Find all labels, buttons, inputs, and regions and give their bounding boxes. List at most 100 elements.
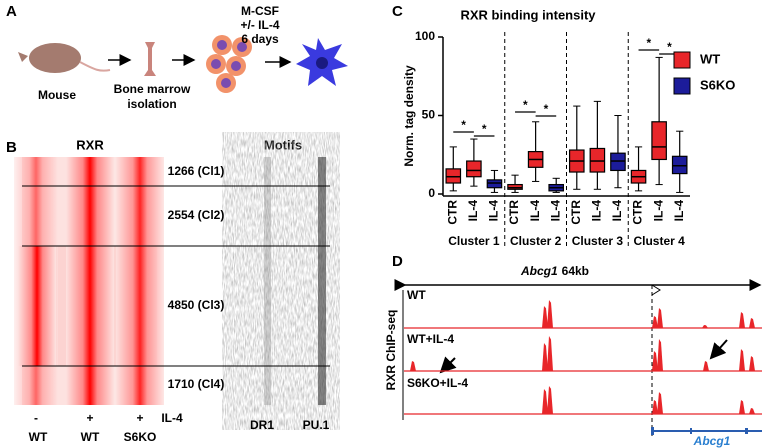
cells-icon <box>206 35 252 93</box>
legend-label: S6KO <box>700 77 735 92</box>
genotype: S6KO <box>124 430 157 444</box>
y-axis-label: Norm. tag density <box>402 65 416 167</box>
track-peak <box>547 336 553 371</box>
group-label: Cluster 2 <box>510 234 562 248</box>
panel-label: D <box>392 253 403 270</box>
significance-star: * <box>646 36 651 50</box>
track-peak <box>657 308 663 328</box>
significance-star: * <box>544 102 549 116</box>
track-peak <box>749 318 755 328</box>
x-tick-label: IL-4 <box>672 200 686 222</box>
track-peak <box>749 356 755 371</box>
track-peak <box>542 389 548 414</box>
x-tick-label: CTR <box>445 200 459 225</box>
track-peak <box>410 361 416 371</box>
panel-label: C <box>392 3 403 20</box>
box <box>466 160 482 178</box>
panel-d: D Abcg1 64kb RXR ChIP-seq WT WT+IL-4 S6KO… <box>384 253 762 448</box>
macrophage-nucleus <box>316 57 328 69</box>
panel-a: A Mouse Bone marrow isolation M-CSF +/- IL… <box>6 3 348 111</box>
mouse-head <box>18 52 28 62</box>
mouse-icon <box>29 43 81 73</box>
heatmap-band <box>116 157 164 405</box>
x-tick-label: IL-4 <box>528 200 542 222</box>
track-label: S6KO+IL-4 <box>407 376 468 390</box>
group-label: Cluster 4 <box>633 234 685 248</box>
track-peak <box>542 343 548 371</box>
tss-arrow <box>651 284 661 296</box>
box <box>589 147 606 173</box>
track-peak <box>652 351 658 371</box>
x-tick-label: CTR <box>631 200 645 225</box>
x-tick-label: IL-4 <box>548 200 562 222</box>
cluster-label: 1266 (Cl1) <box>168 164 225 178</box>
gene-exon <box>651 427 654 435</box>
motif-label: DR1 <box>250 418 274 432</box>
legend-label: WT <box>700 51 720 66</box>
y-tick-label: 0 <box>428 186 435 200</box>
gene-exon <box>690 428 692 434</box>
box <box>486 179 503 189</box>
x-tick-label: IL-4 <box>466 200 480 222</box>
track-peak <box>547 386 553 414</box>
treatment-label: M-CSF +/- IL-4 6 days <box>240 4 279 46</box>
motif-noise <box>232 157 330 405</box>
box <box>445 168 462 184</box>
significance-star: * <box>667 40 672 54</box>
gene-label: Abcg1 <box>693 434 731 448</box>
track-peak <box>739 349 745 371</box>
significance-star: * <box>482 122 487 136</box>
motif-dr1 <box>264 157 271 405</box>
track-peak <box>657 339 663 371</box>
genotype: WT <box>81 430 100 444</box>
il4-mark: + <box>136 411 143 425</box>
heatmap-band <box>66 157 114 405</box>
track-label: WT+IL-4 <box>407 332 454 346</box>
heatmap-title: RXR <box>76 137 104 152</box>
track-peak <box>547 300 553 328</box>
il4-label: IL-4 <box>161 411 183 425</box>
track-peak <box>652 316 658 328</box>
genotype: WT <box>29 430 48 444</box>
track-peak <box>749 408 755 414</box>
y-tick-label: 50 <box>422 108 436 122</box>
locus-title: Abcg1 64kb <box>520 264 589 278</box>
x-tick-label: IL-4 <box>610 200 624 222</box>
cluster-label: 2554 (Cl2) <box>168 208 225 222</box>
motif-pu1 <box>318 157 326 405</box>
x-tick-label: IL-4 <box>590 200 604 222</box>
track-label: WT <box>407 288 426 302</box>
group-label: Cluster 1 <box>448 234 500 248</box>
box <box>671 155 688 175</box>
group-label: Cluster 3 <box>572 234 624 248</box>
track-peak <box>739 312 745 328</box>
x-tick-label: CTR <box>569 200 583 225</box>
x-tick-label: IL-4 <box>487 200 501 222</box>
bone-icon <box>144 42 156 76</box>
track-peak <box>703 361 709 371</box>
cluster-label: 4850 (Cl3) <box>168 298 225 312</box>
track-peak <box>739 400 745 414</box>
track-peak <box>652 400 658 414</box>
il4-mark: - <box>34 411 38 425</box>
box <box>507 183 523 190</box>
mouse-label: Mouse <box>38 88 76 102</box>
mouse-tail <box>79 61 111 72</box>
track-peak <box>542 306 548 328</box>
legend-swatch <box>673 77 691 95</box>
il4-mark: + <box>86 411 93 425</box>
arrow <box>439 356 457 374</box>
panel-label: B <box>6 139 17 156</box>
track-peak <box>702 325 708 328</box>
heatmap-band <box>18 246 56 366</box>
panel-b: B RXR Motifs 1266 (Cl1) 2554 (Cl2) 4850 … <box>6 137 330 444</box>
significance-star: * <box>461 118 466 132</box>
legend-swatch <box>673 51 691 69</box>
cluster-label: 1710 (Cl4) <box>168 377 225 391</box>
y-axis-label: RXR ChIP-seq <box>384 310 398 391</box>
panel-label: A <box>6 3 17 20</box>
arrow <box>709 339 728 360</box>
motif-label: PU.1 <box>303 418 330 432</box>
bone-label: Bone marrow isolation <box>114 82 191 111</box>
